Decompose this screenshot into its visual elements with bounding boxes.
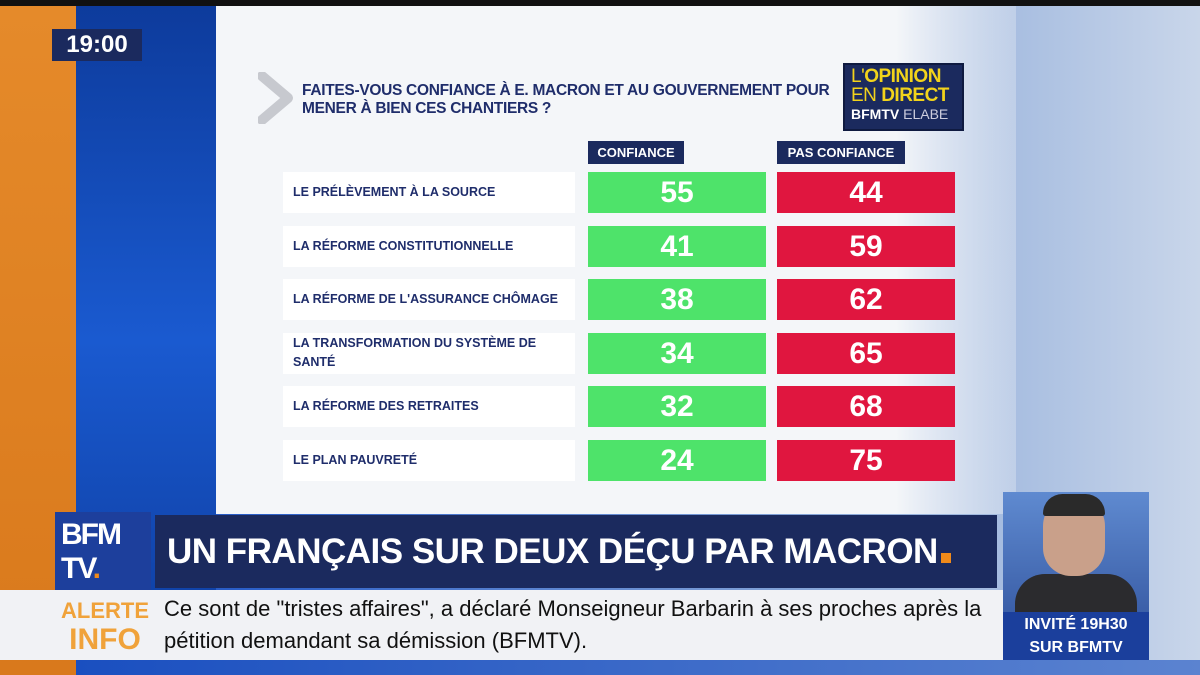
pas-confiance-value: 75: [777, 439, 955, 481]
chevron-right-icon: [258, 72, 293, 124]
opinion-en-direct-logo: L'OPINION EN DIRECT BFMTV ELABE: [843, 63, 964, 131]
pas-confiance-value: 44: [777, 172, 955, 213]
guest-caption: INVITÉ 19H30 SUR BFMTV: [1003, 612, 1149, 660]
headline-text: UN FRANÇAIS SUR DEUX DÉÇU PAR MACRON: [167, 532, 938, 571]
clock: 19:00: [52, 29, 142, 61]
pas-confiance-value: 65: [777, 332, 955, 374]
pas-confiance-value: 68: [777, 386, 955, 427]
row-label: LE PLAN PAUVRETÉ: [283, 439, 575, 481]
column-header-confiance: CONFIANCE: [588, 141, 684, 164]
ticker-text: Ce sont de "tristes affaires", a déclaré…: [164, 596, 982, 653]
confiance-value: 24: [588, 439, 766, 481]
poll-question: FAITES-VOUS CONFIANCE À E. MACRON ET AU …: [302, 82, 830, 117]
confiance-value: 34: [588, 332, 766, 374]
bfmtv-logo: BFM TV.: [55, 512, 151, 592]
ticker-bar: [0, 590, 1003, 660]
row-label: LA RÉFORME DES RETRAITES: [283, 386, 575, 427]
guest-photo: [1003, 492, 1149, 612]
pas-confiance-value: 62: [777, 279, 955, 320]
row-label: LA RÉFORME CONSTITUTIONNELLE: [283, 225, 575, 267]
orange-square: [940, 553, 951, 563]
bottom-band: [0, 660, 1200, 675]
alerte-info-label: ALERTE INFO: [61, 598, 149, 656]
row-label: LA TRANSFORMATION DU SYSTÈME DE SANTÉ: [283, 332, 575, 374]
column-header-pas-confiance: PAS CONFIANCE: [777, 141, 905, 164]
confiance-value: 41: [588, 225, 766, 267]
confiance-value: 55: [588, 172, 766, 213]
row-label: LE PRÉLÈVEMENT À LA SOURCE: [283, 172, 575, 213]
confiance-value: 32: [588, 386, 766, 427]
headline-banner: UN FRANÇAIS SUR DEUX DÉÇU PAR MACRON: [155, 515, 997, 588]
confiance-value: 38: [588, 279, 766, 320]
top-border: [0, 0, 1200, 6]
pas-confiance-value: 59: [777, 225, 955, 267]
row-label: LA RÉFORME DE L'ASSURANCE CHÔMAGE: [283, 279, 575, 320]
